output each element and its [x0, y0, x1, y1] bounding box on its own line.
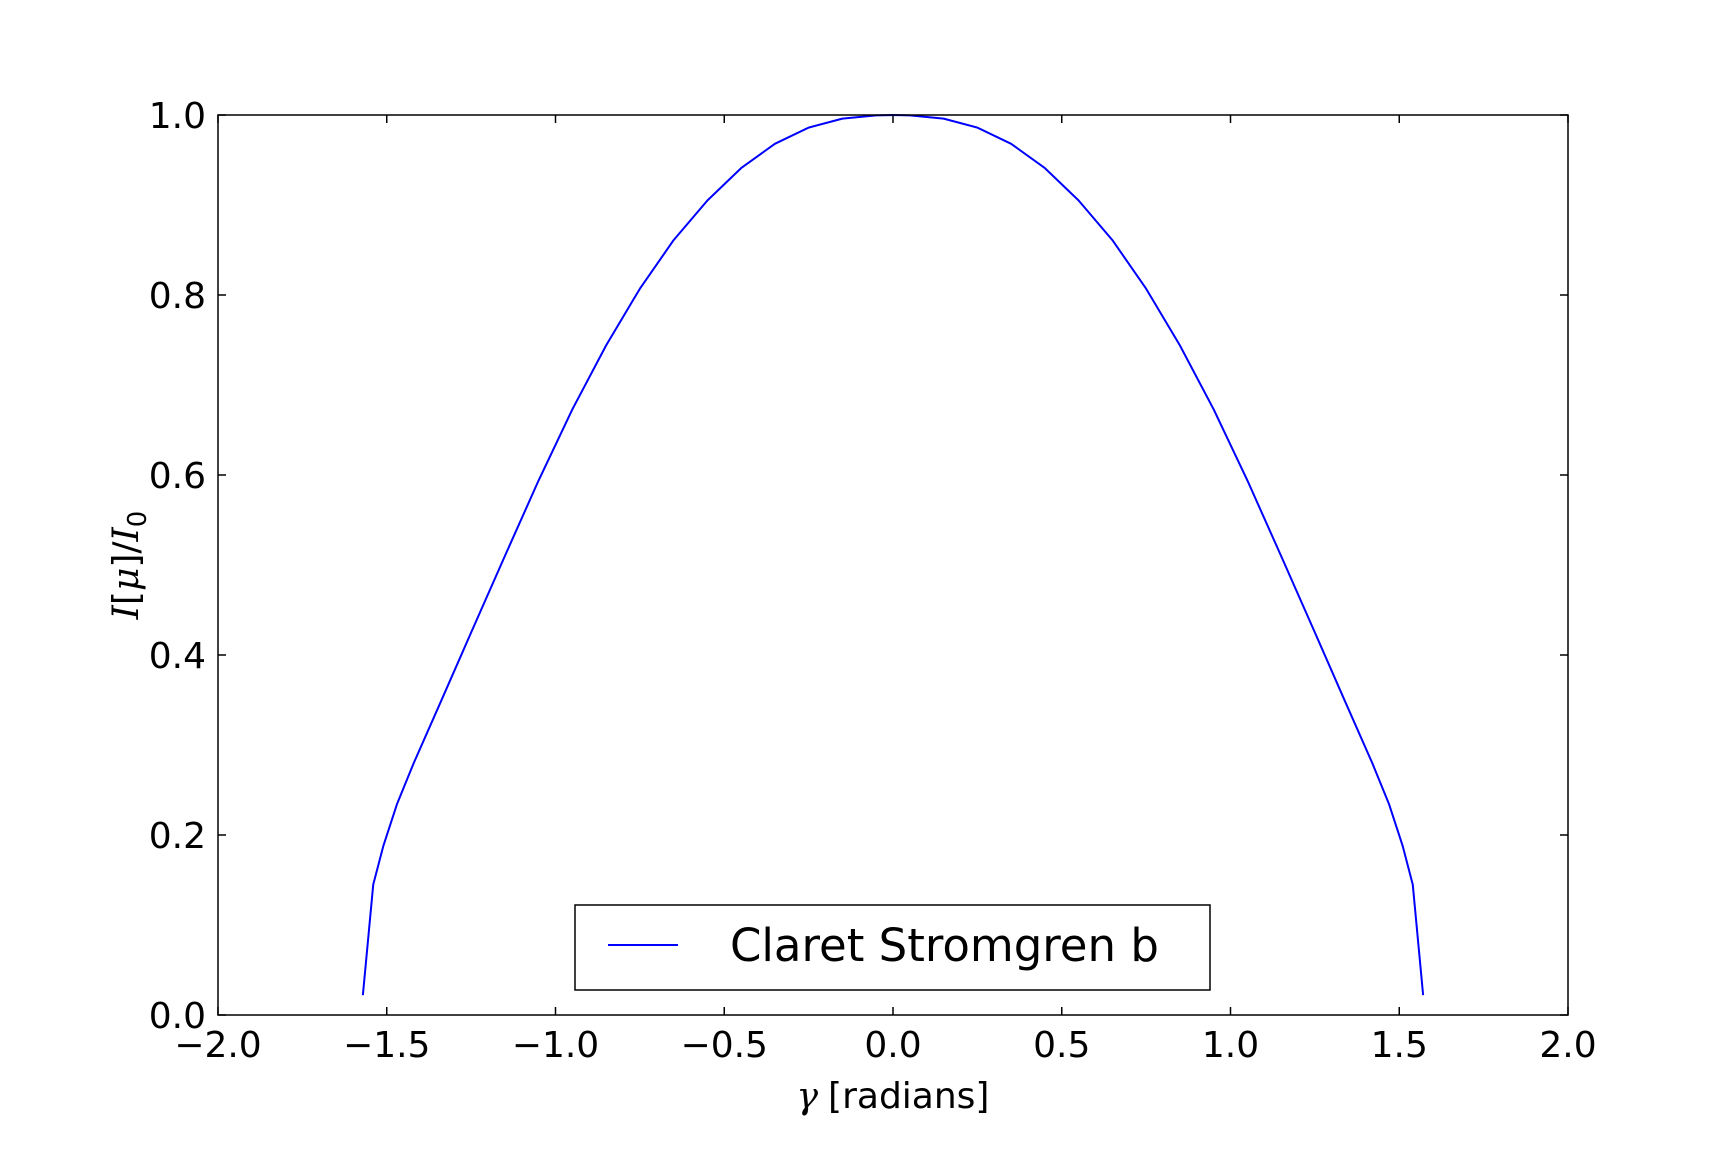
- x-tick-label: −1.5: [343, 1025, 430, 1066]
- x-tick-label: 1.5: [1371, 1025, 1428, 1066]
- plot-frame: [217, 114, 1569, 1016]
- y-tick-label: 0.4: [149, 636, 206, 677]
- y-tick-label: 0.6: [149, 456, 206, 497]
- legend: Claret Stromgren b: [574, 904, 1211, 991]
- x-axis-label: γ [radians]: [797, 1076, 990, 1117]
- x-tick-label: 1.0: [1202, 1025, 1259, 1066]
- y-axis-label: I[μ]/I0: [106, 511, 153, 621]
- x-tick-label: −0.5: [681, 1025, 768, 1066]
- x-axis-symbol: γ: [797, 1076, 819, 1117]
- y-ticks: 0.0 0.2 0.4 0.6 0.8 1.0: [149, 96, 1568, 1037]
- x-axis-unit: [radians]: [828, 1076, 989, 1117]
- y-tick-label: 0.0: [149, 996, 206, 1037]
- x-tick-label: 0.5: [1033, 1025, 1090, 1066]
- svg-text:I[μ]/I0: I[μ]/I0: [106, 511, 153, 621]
- y-tick-label: 0.8: [149, 276, 206, 317]
- x-ticks: −2.0 −1.5 −1.0 −0.5 0.0 0.5 1.0 1.5 2.0: [174, 115, 1597, 1066]
- legend-box: [574, 904, 1211, 991]
- x-tick-label: 2.0: [1539, 1025, 1596, 1066]
- plot-area: [218, 115, 1568, 1015]
- x-tick-label: −2.0: [174, 1025, 261, 1066]
- x-tick-label: 0.0: [864, 1025, 921, 1066]
- x-tick-label: −1.0: [512, 1025, 599, 1066]
- y-tick-label: 1.0: [149, 96, 206, 137]
- y-tick-label: 0.2: [149, 816, 206, 857]
- legend-label: Claret Stromgren b: [730, 919, 1159, 972]
